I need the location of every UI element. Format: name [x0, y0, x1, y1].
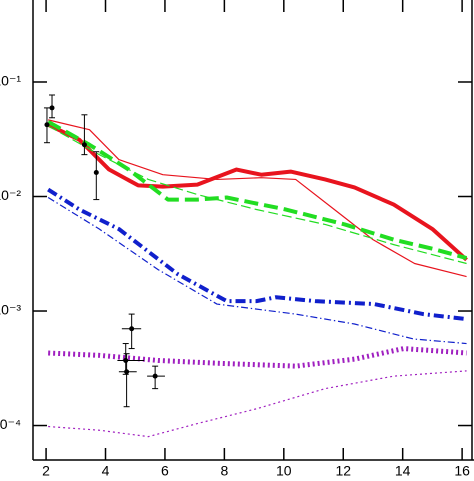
- series-line: [48, 346, 467, 369]
- series-line: [47, 187, 467, 322]
- y-tick-label: 10⁻¹: [0, 73, 21, 89]
- x-tick-label: 12: [335, 463, 351, 479]
- x-tick-label: 6: [161, 463, 169, 479]
- x-tick-label: 10: [276, 463, 292, 479]
- series-line: [48, 370, 467, 438]
- series-line: [47, 196, 467, 345]
- x-tick-label: 14: [395, 463, 411, 479]
- data-point: [152, 373, 158, 379]
- y-tick-label: 10⁻³: [0, 302, 21, 318]
- x-tick-label: 4: [102, 463, 110, 479]
- x-tick-label: 8: [220, 463, 228, 479]
- x-tick-label: 16: [454, 463, 470, 479]
- x-tick-label: 2: [42, 463, 50, 479]
- series-line: [47, 120, 468, 260]
- series-line: [47, 122, 468, 262]
- series-line: [47, 125, 467, 265]
- plot-area: [47, 119, 468, 438]
- data-point: [124, 369, 130, 375]
- data-point: [81, 142, 87, 148]
- data-point: [123, 357, 129, 363]
- y-tick-label: 10⁻⁴: [0, 416, 21, 432]
- data-point: [44, 122, 50, 128]
- data-point: [129, 326, 135, 332]
- y-tick-label: 10⁻²: [0, 187, 21, 203]
- data-point: [93, 170, 99, 176]
- series-line: [48, 119, 467, 278]
- data-point: [49, 105, 55, 111]
